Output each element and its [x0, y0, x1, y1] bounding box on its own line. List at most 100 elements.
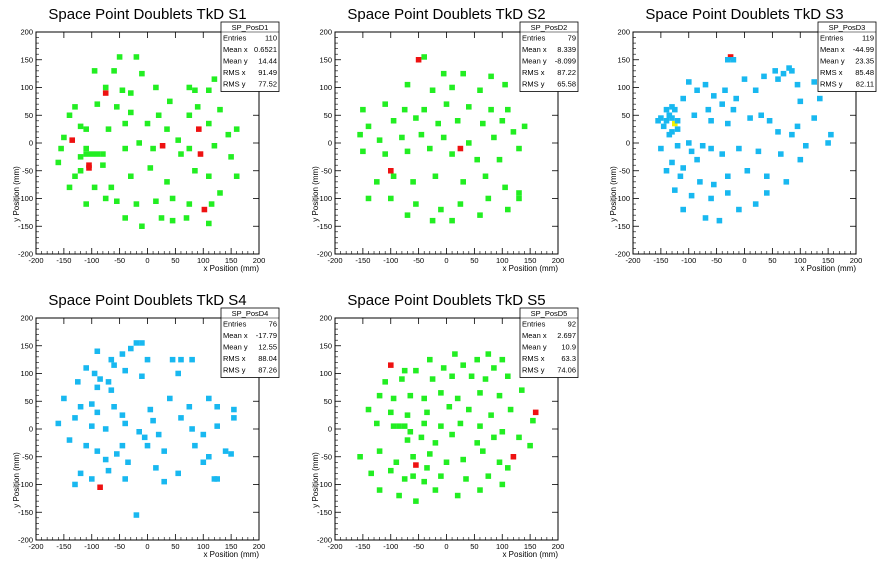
- histogram-bin: [775, 76, 781, 82]
- stats-key: RMS x: [223, 68, 246, 77]
- histogram-bin: [452, 351, 458, 357]
- x-tick-label: 0: [444, 542, 448, 551]
- histogram-bin: [186, 404, 193, 410]
- histogram-bin: [466, 406, 472, 413]
- histogram-bin: [61, 395, 67, 402]
- histogram-bin: [466, 104, 472, 110]
- histogram-bin: [122, 145, 128, 152]
- histogram-bin: [89, 151, 95, 157]
- histogram-bin: [485, 351, 492, 357]
- histogram-bin: [766, 118, 773, 124]
- histogram-bin: [368, 470, 374, 477]
- y-tick-label: 0: [626, 139, 630, 148]
- histogram-bin: [663, 106, 670, 113]
- histogram-bin: [89, 476, 95, 482]
- histogram-bin: [133, 201, 140, 207]
- histogram-bin: [153, 465, 159, 471]
- histogram-bin: [702, 81, 709, 88]
- stats-box: [519, 307, 579, 378]
- y-tick-label: -50: [619, 166, 630, 175]
- histogram-bin: [357, 454, 363, 460]
- histogram-bin: [828, 131, 834, 138]
- histogram-bin: [711, 181, 717, 188]
- histogram-bin: [669, 115, 675, 121]
- histogram-bin: [164, 179, 170, 185]
- plot-title: Space Point Doublets TkD S2: [347, 6, 545, 23]
- histogram-bin: [376, 448, 383, 454]
- stats-key: RMS y: [522, 80, 545, 89]
- histogram-bin: [128, 345, 134, 352]
- histogram-bin: [666, 131, 673, 138]
- histogram-bin: [94, 348, 101, 354]
- x-tick-label: 100: [794, 256, 807, 265]
- histogram-bin: [694, 156, 700, 163]
- histogram-bin: [730, 106, 737, 113]
- histogram-bin: [206, 120, 212, 127]
- stats-key: Mean y: [223, 343, 248, 352]
- histogram-bin: [186, 84, 193, 91]
- histogram-bin: [167, 395, 173, 402]
- histogram-bin: [424, 465, 430, 471]
- x-tick-label: -200: [327, 256, 342, 265]
- histogram-bin: [94, 151, 101, 157]
- histogram-bin: [404, 81, 411, 88]
- stats-value: 8.339: [557, 45, 576, 54]
- histogram-bin: [77, 470, 84, 477]
- histogram-bin: [699, 143, 706, 149]
- y-tick-label: 200: [617, 28, 630, 37]
- histogram-bin: [404, 437, 411, 443]
- y-tick-label: -50: [321, 166, 332, 175]
- histogram-bin: [772, 68, 778, 74]
- histogram-bin: [114, 198, 120, 204]
- histogram-bin: [83, 442, 89, 449]
- stats-key: RMS x: [223, 354, 246, 363]
- histogram-bin: [502, 184, 508, 191]
- histogram-bin: [797, 98, 804, 105]
- histogram-bin: [429, 376, 436, 382]
- x-tick-label: 100: [496, 256, 509, 265]
- histogram-bin: [357, 131, 363, 138]
- stats-value: 85.48: [855, 68, 874, 77]
- histogram-bin: [77, 404, 84, 410]
- histogram-bin: [393, 459, 400, 465]
- x-tick-label: -50: [114, 542, 125, 551]
- y-tick-label: -100: [18, 194, 33, 203]
- histogram-bin: [485, 473, 492, 479]
- y-tick-label: -50: [22, 166, 33, 175]
- histogram-bin: [102, 426, 109, 432]
- histogram-bin: [440, 70, 447, 77]
- histogram-bin: [189, 356, 195, 363]
- histogram-bin: [155, 431, 162, 438]
- histogram-bin: [159, 143, 166, 149]
- y-tick-label: -200: [317, 250, 332, 259]
- stats-key: Mean y: [820, 57, 845, 66]
- x-tick-label: -50: [711, 256, 722, 265]
- stats-value: 14.44: [258, 57, 277, 66]
- histogram-bin: [413, 462, 419, 468]
- histogram-bin: [77, 154, 84, 160]
- x-tick-label: 0: [145, 256, 149, 265]
- histogram-bin: [94, 448, 101, 454]
- x-tick-label: 150: [822, 256, 835, 265]
- stats-key: Entries: [820, 34, 844, 43]
- histogram-bin: [719, 151, 725, 157]
- histogram-bin: [396, 492, 402, 499]
- stats-box: [519, 21, 579, 92]
- x-tick-label: 150: [225, 256, 238, 265]
- histogram-bin: [752, 201, 759, 207]
- histogram-bin: [72, 481, 78, 488]
- histogram-bin: [122, 476, 128, 482]
- x-tick-label: 0: [145, 542, 149, 551]
- histogram-bin: [214, 423, 220, 429]
- histogram-bin: [491, 365, 497, 371]
- x-tick-label: -100: [383, 542, 398, 551]
- y-tick-label: 100: [617, 83, 630, 92]
- histogram-bin: [233, 173, 240, 179]
- histogram-bin: [150, 417, 156, 424]
- histogram-bin: [108, 387, 115, 393]
- histogram-panel: Space Point Doublets TkD S5 -200 -150 -100 -…: [311, 292, 579, 559]
- histogram-bin: [505, 465, 511, 471]
- x-tick-label: -50: [413, 256, 424, 265]
- histogram-bin: [147, 165, 154, 171]
- y-tick-label: -100: [317, 194, 332, 203]
